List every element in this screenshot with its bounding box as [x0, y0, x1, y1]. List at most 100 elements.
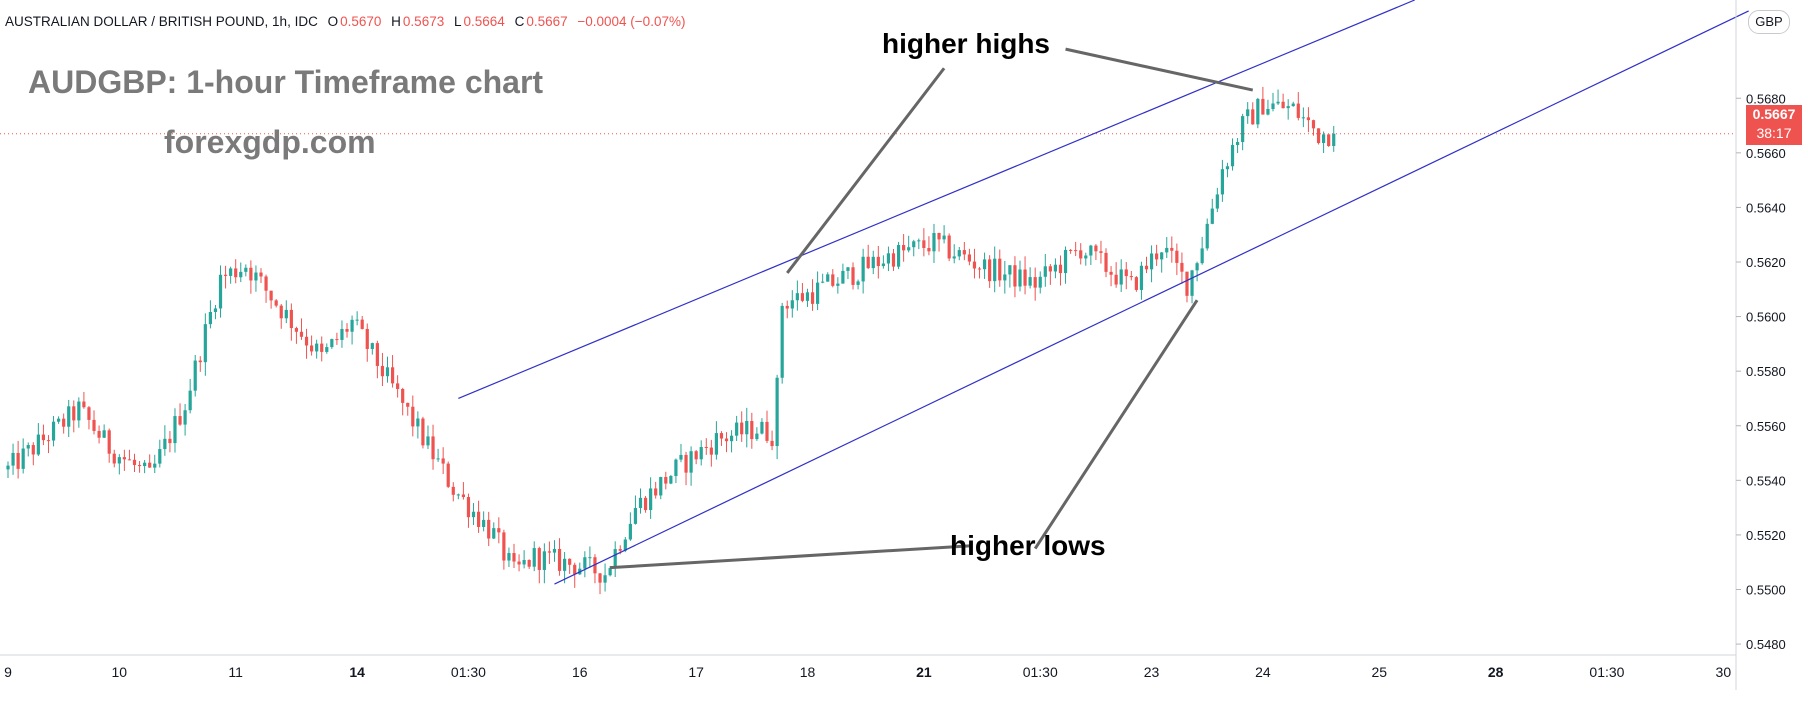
candle-body [831, 274, 835, 286]
candle-body [1089, 245, 1093, 256]
open-value: 0.5670 [340, 14, 382, 29]
x-tick-label: 18 [800, 664, 816, 680]
y-tick-label: 0.5540 [1746, 473, 1786, 488]
candle-body [218, 274, 223, 309]
candle-body [542, 551, 546, 570]
candle-body [360, 319, 364, 329]
candle-body [765, 421, 769, 441]
candle-body [1155, 253, 1159, 260]
candle-body [957, 250, 961, 257]
candle-body [851, 267, 855, 285]
candle-body [689, 451, 693, 473]
candle-body [790, 300, 794, 309]
candle-body [97, 430, 101, 438]
candle-body [1074, 250, 1078, 252]
candle-body [527, 559, 531, 567]
candle-body [1114, 274, 1118, 285]
candle-body [482, 519, 486, 527]
x-tick-label: 01:30 [1023, 664, 1058, 680]
candle-body [917, 240, 921, 242]
candle-body [82, 401, 86, 408]
candle-body [714, 433, 718, 455]
candle-body [674, 459, 678, 476]
currency-badge[interactable]: GBP [1748, 10, 1790, 34]
candle-body [1276, 101, 1280, 104]
candle-body [1266, 109, 1270, 115]
candle-body [1251, 109, 1255, 125]
candle-body [330, 339, 334, 348]
candle-body [502, 532, 506, 561]
candle-body [1306, 117, 1311, 121]
candle-body [1084, 255, 1088, 259]
y-tick-label: 0.5660 [1746, 146, 1786, 161]
candle-body [583, 557, 587, 569]
candle-body [649, 488, 653, 511]
candle-body [269, 290, 273, 301]
candle-body [492, 528, 496, 539]
candle-body [1235, 142, 1240, 146]
candle-body [1281, 101, 1285, 109]
candle-body [1200, 248, 1204, 264]
candle-body [704, 447, 708, 449]
candle-body [886, 253, 891, 264]
candle-body [785, 305, 789, 309]
y-tick-label: 0.5500 [1746, 583, 1786, 598]
x-tick-label: 01:30 [451, 664, 486, 680]
candle-body [1033, 277, 1037, 288]
candle-body [679, 454, 683, 460]
candle-body [411, 406, 415, 427]
candle-body [198, 360, 202, 363]
candle-body [1195, 263, 1199, 271]
candle-body [476, 511, 481, 527]
candle-body [183, 410, 187, 425]
y-tick-label: 0.5580 [1746, 364, 1786, 379]
candle-body [325, 347, 329, 352]
candle-body [11, 452, 15, 466]
candle-body [471, 511, 476, 518]
candle-body [87, 407, 91, 420]
x-tick-label: 01:30 [1589, 664, 1624, 680]
candle-body [724, 438, 729, 442]
x-tick-label: 25 [1371, 664, 1387, 680]
lower-channel-trendline[interactable] [554, 10, 1749, 585]
candle-body [876, 256, 880, 267]
candle-body [750, 420, 754, 440]
candle-body [117, 457, 121, 464]
candle-body [568, 558, 572, 565]
candle-body [1215, 194, 1219, 209]
candle-body [380, 365, 385, 377]
candle-body [213, 308, 218, 312]
candle-body [51, 421, 56, 441]
candle-body [654, 488, 658, 496]
upper-channel-trendline[interactable] [458, 0, 1415, 400]
candle-body [102, 430, 106, 438]
last-price-value: 0.5667 [1752, 106, 1796, 122]
candle-body [249, 267, 253, 281]
candle-body [1271, 103, 1275, 110]
candle-body [988, 259, 992, 282]
candle-body [1322, 134, 1326, 144]
x-tick-label: 11 [228, 664, 243, 680]
candle-body [244, 267, 248, 272]
candle-body [62, 418, 66, 427]
candle-body [507, 553, 511, 561]
candle-body [902, 245, 906, 251]
candle-body [436, 458, 440, 460]
candle-body [203, 324, 207, 363]
candle-body [26, 445, 30, 449]
candle-body [563, 558, 567, 571]
candle-body [426, 436, 430, 446]
candle-body [1175, 250, 1179, 263]
candle-body [234, 268, 238, 278]
candle-body [1220, 169, 1224, 195]
annotation-pointer-line [1065, 47, 1254, 92]
candle-body [1256, 98, 1260, 125]
candle-body [664, 477, 668, 484]
y-tick-label: 0.5620 [1746, 255, 1786, 270]
candle-body [972, 261, 977, 269]
candle-body [760, 421, 764, 434]
candle-body [993, 258, 997, 282]
symbol-name[interactable]: AUSTRALIAN DOLLAR / BRITISH POUND, 1h, I… [5, 14, 318, 29]
